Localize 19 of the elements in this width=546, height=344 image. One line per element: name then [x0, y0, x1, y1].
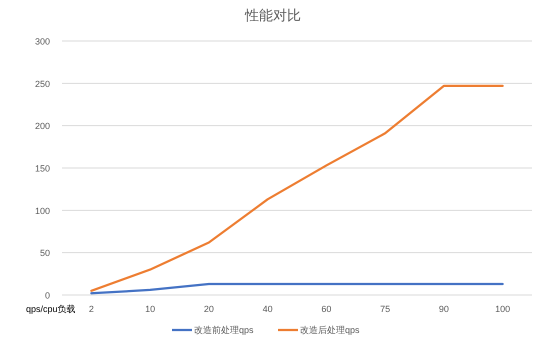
x-tick-label: 90 [438, 304, 449, 314]
x-tick-label: 60 [321, 304, 332, 314]
y-tick-label: 100 [34, 206, 50, 216]
y-tick-label: 150 [34, 164, 50, 174]
legend-label: 改造后处理qps [300, 325, 360, 335]
y-tick-label: 0 [44, 290, 50, 300]
x-tick-label: 40 [262, 304, 273, 314]
y-tick-label: 200 [34, 121, 50, 132]
y-tick-label: 50 [40, 248, 50, 258]
x-tick-label: 10 [145, 304, 156, 314]
y-tick-label: 300 [34, 36, 50, 46]
x-axis-title: qps/cpu负载 [26, 304, 76, 314]
x-tick-label: 75 [380, 304, 390, 314]
x-tick-label: 20 [204, 304, 214, 314]
x-tick-label: 100 [495, 304, 510, 314]
chart-title: 性能对比 [244, 7, 301, 23]
legend-label: 改造前处理qps [194, 325, 254, 335]
x-tick-label: 2 [88, 304, 94, 314]
y-tick-label: 250 [34, 78, 50, 89]
